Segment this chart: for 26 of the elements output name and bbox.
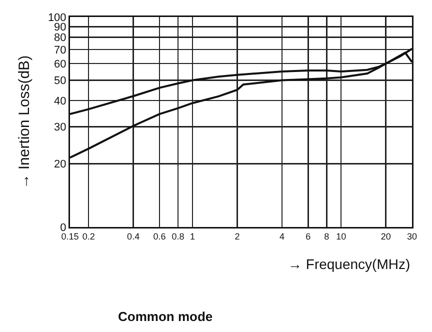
x-tick-label: 0.15	[61, 231, 79, 242]
x-tick-label: 0.6	[153, 231, 166, 242]
x-tick-label: 0.4	[127, 231, 140, 242]
y-tick-label: 60	[54, 58, 66, 70]
x-tick-label: 1	[190, 231, 195, 242]
x-tick-label: 8	[324, 231, 330, 242]
x-tick-label: 0.8	[172, 231, 184, 242]
y-tick-label: 40	[54, 95, 66, 108]
x-axis-title: → Frequency(MHz)	[288, 256, 410, 272]
text: Common mode	[118, 309, 213, 324]
x-tick-label: 10	[336, 231, 346, 242]
x-tick-label: 0.2	[82, 231, 95, 242]
y-tick-label: 80	[54, 32, 66, 44]
y-tick-label: 70	[54, 44, 66, 56]
x-tick-label: 2	[234, 231, 240, 242]
y-tick-label: 0	[60, 222, 66, 234]
y-tick-label: 90	[54, 21, 66, 34]
x-tick-label: 20	[380, 231, 391, 242]
y-tick-label: 30	[54, 122, 66, 134]
y-tick-label: 20	[54, 158, 66, 171]
y-tick-label: 50	[54, 75, 66, 88]
x-tick-label: 4	[279, 231, 284, 242]
x-tick-label: 6	[306, 231, 311, 242]
y-tick-label: 100	[48, 12, 66, 24]
x-tick-label: 30	[406, 231, 418, 242]
y-axis-title: → Inertion Loss(dB)	[16, 55, 33, 189]
